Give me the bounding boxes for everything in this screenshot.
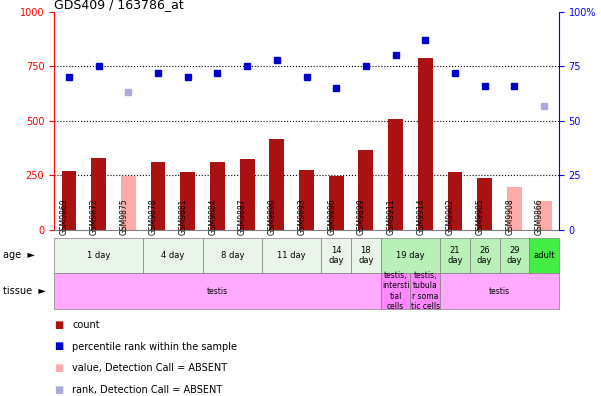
Bar [499, 238, 529, 273]
Text: rank, Detection Call = ABSENT: rank, Detection Call = ABSENT [72, 385, 222, 395]
Text: 11 day: 11 day [277, 251, 306, 260]
Text: GSM9872: GSM9872 [90, 198, 99, 235]
Text: 26
day: 26 day [477, 246, 492, 265]
Bar [269, 139, 284, 230]
Text: adult: adult [533, 251, 555, 260]
Text: tissue  ►: tissue ► [3, 286, 46, 296]
Text: GSM9911: GSM9911 [386, 198, 395, 235]
Text: GSM9884: GSM9884 [209, 198, 218, 235]
Text: ■: ■ [54, 341, 63, 352]
Bar [299, 170, 314, 230]
Bar [351, 238, 381, 273]
Text: GSM9893: GSM9893 [297, 198, 307, 235]
Text: 19 day: 19 day [396, 251, 425, 260]
Bar [240, 159, 255, 230]
Text: 4 day: 4 day [161, 251, 185, 260]
Bar [418, 57, 433, 230]
Bar [203, 238, 262, 273]
Bar [143, 238, 203, 273]
Text: age  ►: age ► [3, 250, 35, 261]
Text: GSM9899: GSM9899 [357, 198, 366, 235]
Bar [381, 238, 440, 273]
Bar [61, 171, 76, 230]
Bar [54, 238, 143, 273]
Text: ■: ■ [54, 385, 63, 395]
Text: GSM9908: GSM9908 [505, 198, 514, 235]
Text: percentile rank within the sample: percentile rank within the sample [72, 341, 237, 352]
Text: GSM9902: GSM9902 [446, 198, 455, 235]
Bar [210, 162, 225, 230]
Bar [440, 238, 470, 273]
Text: 18
day: 18 day [358, 246, 374, 265]
Bar [121, 176, 136, 230]
Text: testis,
tubula
r soma
tic cells: testis, tubula r soma tic cells [410, 271, 440, 311]
Bar [410, 273, 440, 309]
Bar [262, 238, 322, 273]
Text: GSM9896: GSM9896 [327, 198, 336, 235]
Text: testis: testis [489, 287, 510, 295]
Text: GSM9875: GSM9875 [120, 198, 129, 235]
Text: testis,
intersti
tial
cells: testis, intersti tial cells [382, 271, 409, 311]
Bar [322, 238, 351, 273]
Bar [54, 273, 381, 309]
Bar [448, 172, 462, 230]
Bar [529, 238, 559, 273]
Text: 21
day: 21 day [447, 246, 463, 265]
Text: GSM9866: GSM9866 [535, 198, 544, 235]
Text: count: count [72, 320, 100, 330]
Text: GSM9890: GSM9890 [268, 198, 277, 235]
Bar [537, 201, 552, 230]
Text: ■: ■ [54, 320, 63, 330]
Text: GDS409 / 163786_at: GDS409 / 163786_at [54, 0, 184, 11]
Bar [358, 150, 373, 230]
Bar [329, 176, 344, 230]
Text: value, Detection Call = ABSENT: value, Detection Call = ABSENT [72, 363, 227, 373]
Text: testis: testis [207, 287, 228, 295]
Text: GSM9905: GSM9905 [475, 198, 484, 235]
Bar [180, 172, 195, 230]
Text: GSM9881: GSM9881 [178, 198, 188, 235]
Bar [477, 179, 492, 230]
Text: GSM9887: GSM9887 [238, 198, 247, 235]
Bar [151, 162, 165, 230]
Bar [381, 273, 410, 309]
Text: 14
day: 14 day [329, 246, 344, 265]
Text: GSM9914: GSM9914 [416, 198, 426, 235]
Bar [470, 238, 499, 273]
Text: GSM9878: GSM9878 [149, 198, 158, 235]
Bar [388, 118, 403, 230]
Bar [440, 273, 559, 309]
Text: 8 day: 8 day [221, 251, 244, 260]
Text: GSM9869: GSM9869 [60, 198, 69, 235]
Text: ■: ■ [54, 363, 63, 373]
Bar [91, 158, 106, 230]
Bar [507, 187, 522, 230]
Text: 29
day: 29 day [507, 246, 522, 265]
Text: 1 day: 1 day [87, 251, 111, 260]
